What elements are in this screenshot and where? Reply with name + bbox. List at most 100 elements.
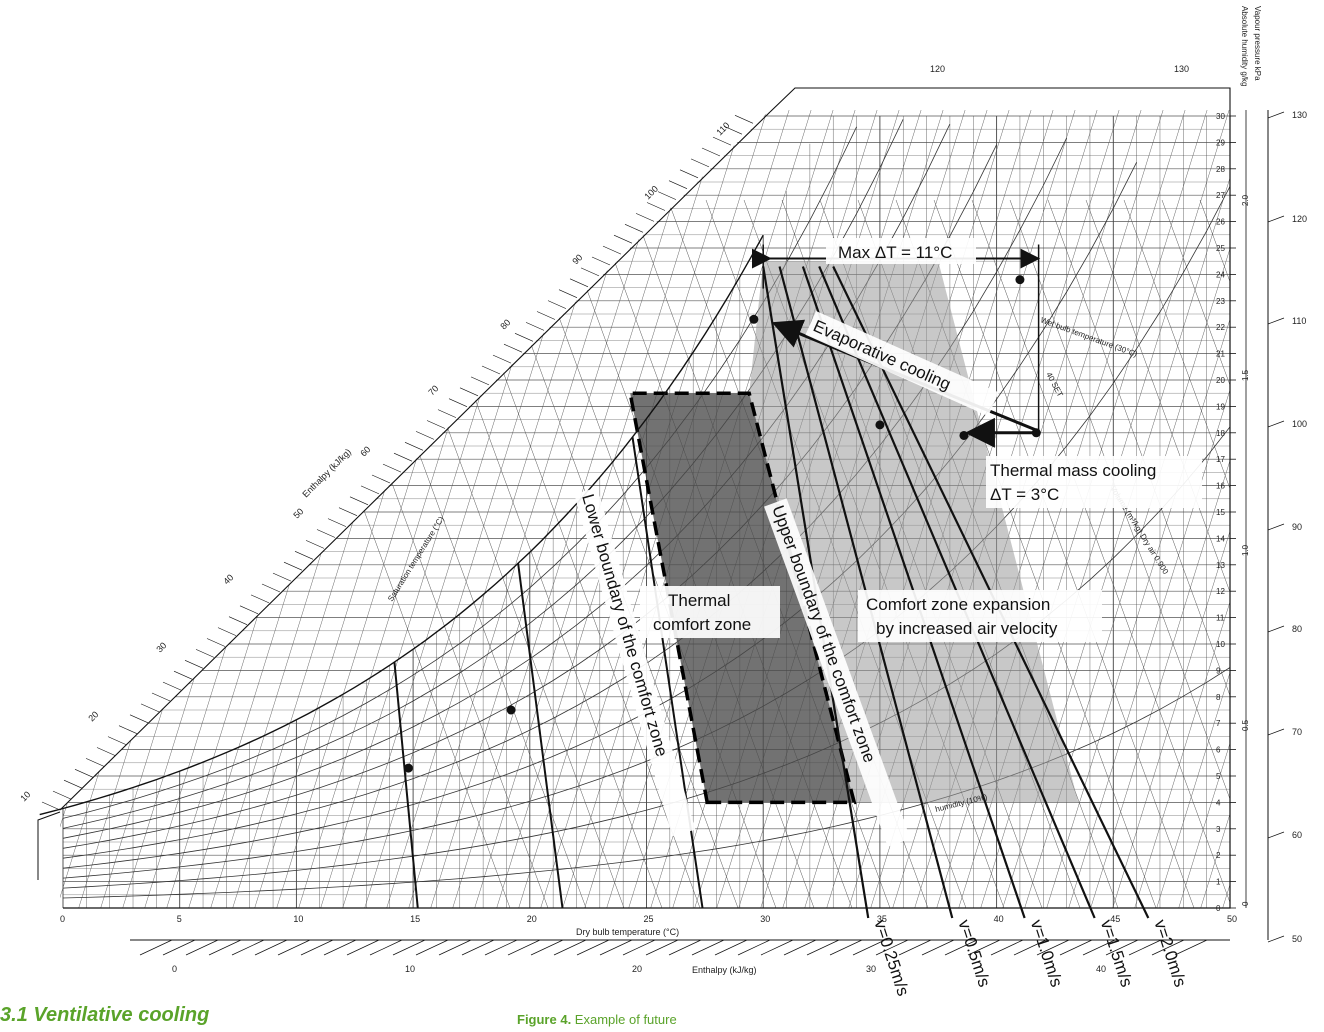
enthalpy-diag-tickmark	[173, 670, 193, 680]
enthalpy-bottom-tickmark	[691, 939, 725, 956]
enthalpy-diag-tickmark	[613, 234, 633, 244]
drybulb-tick: 40	[994, 914, 1004, 924]
enthalpy-diag-tickmark	[360, 485, 380, 495]
enthalpy-diag-tickmark	[646, 202, 666, 211]
enthalpy-bottom-tickmark	[438, 939, 472, 956]
enthalpy-diag-tickmark	[184, 660, 204, 669]
right-enthalpy-tick: 110	[1292, 316, 1306, 326]
enthalpy-bottom-tickmark	[185, 939, 219, 956]
vapour-tick: 1.0	[1241, 544, 1250, 556]
humidity-axis-label: Absolute humidity g/kg	[1240, 6, 1249, 87]
enthalpy-bottom-tick: 20	[632, 964, 642, 974]
enthalpy-diag-tick: 80	[498, 317, 512, 331]
psychrometric-chart: 0 5 10 15 20 25 30 35 40 45 500 10 20 30 4010203040506…	[18, 0, 1324, 998]
enthalpy-diag-tickmark	[668, 180, 688, 189]
figure-caption: Figure 4. Example of future	[517, 1012, 677, 1027]
humidity-tick: 27	[1216, 191, 1225, 200]
enthalpy-diag-tickmark	[129, 714, 149, 724]
velocity-label: v=2.0m/s	[1151, 917, 1191, 989]
humidity-tick: 19	[1216, 402, 1225, 411]
enthalpy-gridline	[279, 110, 611, 908]
humidity-tick: 21	[1216, 350, 1225, 359]
drybulb-tick: 25	[644, 914, 654, 924]
enthalpy-gridline	[433, 110, 765, 908]
enthalpy-bottom-tickmark	[1105, 939, 1139, 956]
drybulb-tick: 10	[293, 914, 303, 924]
enthalpy-bottom-tickmark	[622, 939, 656, 956]
enthalpy-diag-label: Enthalpy (kJ/kg)	[300, 447, 353, 500]
enthalpy-diag-tickmark	[602, 245, 622, 255]
drybulb-tick: 0	[60, 914, 65, 924]
humidity-tick: 25	[1216, 244, 1225, 253]
enthalpy-diag-tick: 100	[642, 184, 660, 202]
enthalpy-diag-tickmark	[415, 431, 435, 440]
enthalpy-gridline	[125, 110, 457, 908]
drybulb-tick: 5	[177, 914, 182, 924]
enthalpy-gridline	[389, 110, 721, 908]
drybulb-tick: 20	[527, 914, 537, 924]
enthalpy-gridline	[1159, 110, 1230, 908]
enthalpy-diag-tick: 50	[291, 506, 305, 520]
right-enthalpy-tickmark	[1267, 728, 1285, 736]
caption-label: Figure 4.	[517, 1012, 572, 1027]
enthalpy-gridline	[103, 110, 435, 908]
right-enthalpy-tickmark	[1267, 831, 1285, 839]
drybulb-tick: 15	[410, 914, 420, 924]
thermal-mass-label-2: ΔT = 3°C	[990, 485, 1059, 504]
enthalpy-bottom-tickmark	[806, 939, 840, 956]
enthalpy-diag-tickmark	[96, 747, 116, 756]
humidity-tick: 18	[1216, 429, 1225, 438]
humidity-tick: 0	[1216, 904, 1221, 913]
right-enthalpy-tick: 100	[1292, 419, 1307, 429]
enthalpy-diag-tickmark	[624, 224, 644, 233]
enthalpy-diag-tickmark	[569, 278, 589, 288]
enthalpy-bottom-tickmark	[645, 939, 679, 956]
enthalpy-gridline	[345, 110, 677, 908]
enthalpy-bottom-tickmark	[990, 939, 1024, 956]
enthalpy-bottom-tickmark	[1082, 939, 1116, 956]
enthalpy-diag-tickmark	[470, 376, 490, 386]
humidity-tick: 17	[1216, 455, 1225, 464]
state-point	[506, 705, 516, 715]
enthalpy-diag-tickmark	[217, 627, 237, 636]
humidity-tick: 7	[1216, 719, 1221, 728]
humidity-tick: 9	[1216, 666, 1221, 675]
drybulb-tick: 50	[1227, 914, 1237, 924]
enthalpy-gridline	[60, 110, 259, 908]
enthalpy-bottom-tickmark	[737, 939, 771, 956]
enthalpy-diag-tickmark	[107, 736, 127, 745]
enthalpy-diag-tickmark	[657, 191, 677, 200]
enthalpy-gridline	[1093, 110, 1230, 908]
enthalpy-diag-tickmark	[448, 398, 468, 407]
expansion-label-bg	[858, 590, 1102, 642]
enthalpy-diag-tickmark	[492, 354, 512, 364]
drybulb-tick: 45	[1110, 914, 1120, 924]
enthalpy-bottom-tickmark	[1151, 939, 1185, 956]
right-enthalpy-tickmark	[1267, 111, 1285, 119]
enthalpy-diag-tickmark	[151, 692, 171, 702]
enthalpy-bottom-tickmark	[392, 939, 426, 956]
humidity-tick: 13	[1216, 561, 1225, 570]
right-enthalpy-tickmark	[1267, 625, 1285, 633]
comfort-zone-boundary	[628, 391, 857, 805]
humidity-tick: 20	[1216, 376, 1225, 385]
humidity-tick: 1	[1216, 878, 1221, 887]
enthalpy-diag-tick: 30	[154, 640, 168, 654]
left-bracket	[37, 811, 61, 880]
thermal-mass-label-1: Thermal mass cooling	[990, 461, 1156, 480]
enthalpy-diag-tickmark	[382, 463, 402, 473]
humidity-tick: 10	[1216, 640, 1225, 649]
enthalpy-diag-tickmark	[723, 125, 743, 135]
humidity-tick: 3	[1216, 825, 1221, 834]
enthalpy-bottom-tickmark	[1128, 939, 1162, 956]
wetbulb-label: Wet bulb temperature (30°C)	[1039, 315, 1138, 359]
enthalpy-gridline	[60, 110, 325, 908]
enthalpy-diag-tickmark	[52, 790, 72, 800]
enthalpy-gridline	[1292, 0, 1324, 968]
enthalpy-bottom-tickmark	[1059, 939, 1093, 956]
drybulb-tick: 35	[877, 914, 887, 924]
max-dt-label: Max ΔT = 11°C	[838, 243, 952, 262]
boundary-guide-line	[517, 563, 564, 909]
right-enthalpy-tick: 70	[1292, 727, 1302, 737]
enthalpy-bottom-tickmark	[898, 939, 932, 956]
